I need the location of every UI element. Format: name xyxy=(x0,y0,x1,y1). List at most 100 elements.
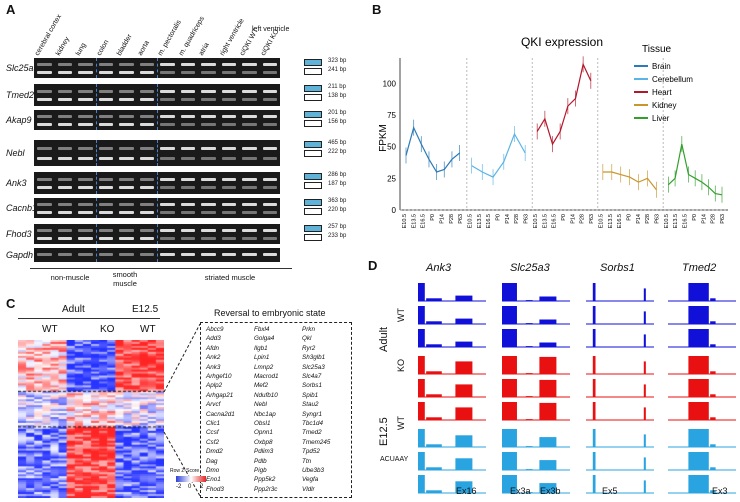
gel-band xyxy=(201,156,216,160)
coverage-peak xyxy=(710,298,716,301)
gel-band xyxy=(180,156,195,160)
gel-band xyxy=(180,229,195,232)
coverage-peak xyxy=(592,429,596,447)
gel-gene-label: Nebl xyxy=(6,148,25,158)
gel-band xyxy=(78,71,93,74)
gel-band xyxy=(242,115,257,118)
series-line xyxy=(536,62,592,146)
coverage-peak xyxy=(455,384,473,397)
gel-band xyxy=(57,211,72,214)
gel-band xyxy=(119,211,134,214)
gel-band xyxy=(242,71,257,74)
coverage-peak xyxy=(426,417,442,420)
gene-name: Syngr1 xyxy=(302,410,322,418)
exon-diagram-icon xyxy=(304,141,322,148)
gene-name: Lmnp2 xyxy=(254,363,274,371)
coverage-peak xyxy=(539,342,557,347)
gel-band xyxy=(221,71,236,74)
exon-diagram-icon xyxy=(304,150,322,157)
x-tick-label: E13.5 xyxy=(608,214,614,228)
gel-band xyxy=(160,89,175,93)
gel-band xyxy=(139,71,154,74)
coverage-peak xyxy=(539,356,557,374)
bp-label: 156 bp xyxy=(328,119,347,125)
coverage-peak xyxy=(502,356,517,374)
gel-band xyxy=(262,203,277,206)
coverage-peak xyxy=(643,334,646,347)
divider-line xyxy=(157,224,158,244)
divider-line xyxy=(157,110,158,130)
gel-band xyxy=(37,146,52,150)
gene-slc25a3: Slc25a3 xyxy=(510,262,550,274)
y-tick-label: 100 xyxy=(383,79,397,88)
coverage-peak xyxy=(643,480,646,493)
x-tick-label: E13.5 xyxy=(477,214,483,228)
gene-name: Obsl1 xyxy=(254,420,271,427)
gel-band xyxy=(119,237,134,240)
coverage-peak xyxy=(592,283,596,301)
gel-band xyxy=(262,186,277,190)
coverage-peak xyxy=(539,483,557,493)
coverage-peak xyxy=(426,490,442,493)
y-tick-label: 75 xyxy=(387,111,396,120)
heatmap-e125-label: E12.5 xyxy=(132,304,159,315)
gel-band xyxy=(98,115,113,118)
gel-band xyxy=(242,211,257,214)
gel-band xyxy=(242,89,257,93)
y-tick-label: 0 xyxy=(392,206,397,215)
gel-band xyxy=(78,237,93,240)
coverage-peak xyxy=(455,295,473,301)
coverage-peak xyxy=(502,402,517,420)
exon-ex5: Ex5 xyxy=(602,486,618,496)
gel-band xyxy=(57,156,72,160)
gene-name: Ppp2r3c xyxy=(254,485,278,493)
coverage-peak xyxy=(688,356,709,374)
gel-band xyxy=(262,89,277,93)
gel-band xyxy=(262,63,277,66)
gel-gene-label: Gapdh xyxy=(6,250,34,260)
coverage-peak xyxy=(418,402,425,420)
gel-band xyxy=(78,115,93,118)
gel-band xyxy=(160,177,175,181)
gene-name: Pigb xyxy=(254,467,267,474)
y-axis-label: FPKM xyxy=(378,124,389,152)
gel-band xyxy=(242,253,257,256)
coverage-peak xyxy=(455,361,473,374)
coverage-peak xyxy=(426,394,442,397)
gene-name: Ndufb10 xyxy=(254,391,278,399)
gel-band xyxy=(201,123,216,126)
coverage-peak xyxy=(592,329,596,347)
gel-band xyxy=(78,177,93,181)
exon-diagram-icon xyxy=(304,199,322,206)
gel-band xyxy=(160,186,175,190)
gel-band xyxy=(37,123,52,126)
gel-band xyxy=(119,98,134,102)
gel-band xyxy=(37,71,52,74)
gel-band xyxy=(201,89,216,93)
gel-band xyxy=(119,115,134,118)
gel-band xyxy=(98,98,113,102)
x-tick-label: E10.5 xyxy=(598,214,604,228)
gene-name: Ryr2 xyxy=(302,344,316,352)
panel-d-letter: D xyxy=(368,258,378,273)
x-tick-label: P14 xyxy=(439,214,445,224)
gel-band xyxy=(180,177,195,181)
x-tick-label: P14 xyxy=(505,214,511,224)
exon-diagram-icon xyxy=(304,94,322,101)
group-striated-muscle: striated muscle xyxy=(204,273,256,282)
coverage-peak xyxy=(643,311,646,324)
gel-band xyxy=(119,156,134,160)
gel-band xyxy=(78,186,93,190)
gel-band xyxy=(57,229,72,232)
exon-diagram-icon xyxy=(304,120,322,127)
coverage-peak xyxy=(643,407,646,420)
gel-band xyxy=(119,123,134,126)
gene-name: Abcc9 xyxy=(206,326,224,333)
gel-band xyxy=(201,237,216,240)
gel-band xyxy=(139,186,154,190)
coverage-peak xyxy=(426,444,442,447)
gel-band xyxy=(78,146,93,150)
gel-band xyxy=(201,186,216,190)
gel-band xyxy=(98,123,113,126)
